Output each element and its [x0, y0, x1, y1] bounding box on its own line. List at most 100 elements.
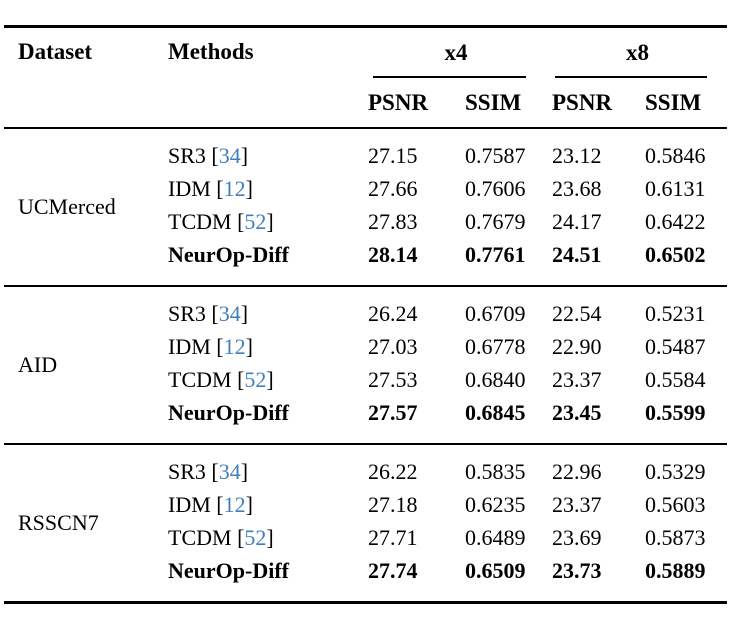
header-row-scales: Dataset Methods x4 x8 — [4, 27, 727, 78]
citation-bracket: [ — [210, 333, 224, 359]
ssim-x4-value: 0.6235 — [465, 491, 526, 517]
citation-link[interactable]: 52 — [244, 524, 267, 550]
dataset-label: RSSCN7 — [18, 510, 99, 535]
psnr-x8-value: 23.73 — [552, 557, 602, 583]
table-header: Dataset Methods x4 x8 PSNR SSIM PSNR SSI… — [4, 27, 727, 128]
group-aid: AID SR3 [34] 26.24 0.6709 22.54 0.5231 I… — [4, 286, 727, 444]
ssim-x8-value: 0.5231 — [645, 300, 706, 326]
psnr-x8-value: 24.17 — [552, 208, 602, 234]
ssim-x8-value: 0.6422 — [645, 208, 706, 234]
ssim-x8-value: 0.5603 — [645, 491, 706, 517]
col-header-ssim-x4: SSIM — [465, 89, 522, 115]
table-row: IDM [12] 27.66 0.7606 23.68 0.6131 — [4, 172, 727, 205]
citation-link[interactable]: 12 — [223, 333, 246, 359]
psnr-x8-value: 23.12 — [552, 142, 602, 168]
psnr-x8-value: 23.69 — [552, 524, 602, 550]
dataset-label: UCMerced — [18, 194, 116, 219]
table-row-best: NeurOp-Diff 27.74 0.6509 23.73 0.5889 — [4, 554, 727, 603]
ssim-x8-value: 0.6131 — [645, 175, 706, 201]
psnr-x4-value: 27.71 — [368, 524, 418, 550]
ssim-x4-value: 0.6778 — [465, 333, 526, 359]
citation-link[interactable]: 52 — [244, 366, 267, 392]
method-cell: TCDM [52] — [164, 205, 364, 238]
psnr-x4-value: 27.15 — [368, 142, 418, 168]
citation-bracket: [ — [205, 458, 219, 484]
citation-bracket: ] — [266, 524, 274, 550]
psnr-x8-value: 24.51 — [552, 241, 602, 267]
method-name: NeurOp-Diff — [168, 241, 289, 267]
ssim-x4-value: 0.6509 — [465, 557, 526, 583]
dataset-label: AID — [18, 352, 58, 377]
method-cell: TCDM [52] — [164, 363, 364, 396]
psnr-x8-value: 23.68 — [552, 175, 602, 201]
results-table: Dataset Methods x4 x8 PSNR SSIM PSNR SSI… — [4, 25, 727, 604]
psnr-x4-value: 26.22 — [368, 458, 418, 484]
method-cell: NeurOp-Diff — [164, 396, 364, 444]
ssim-x8-value: 0.5584 — [645, 366, 706, 392]
citation-link[interactable]: 34 — [218, 458, 241, 484]
col-header-x8: x8 — [548, 27, 727, 78]
table-row: TCDM [52] 27.83 0.7679 24.17 0.6422 — [4, 205, 727, 238]
table-row: IDM [12] 27.18 0.6235 23.37 0.5603 — [4, 488, 727, 521]
table-row-best: NeurOp-Diff 28.14 0.7761 24.51 0.6502 — [4, 238, 727, 286]
x8-underline-divider — [555, 76, 707, 78]
citation-link[interactable]: 34 — [218, 142, 241, 168]
method-name: SR3 — [168, 458, 206, 484]
ssim-x4-value: 0.7606 — [465, 175, 526, 201]
method-cell: SR3 [34] — [164, 444, 364, 488]
method-cell: IDM [12] — [164, 488, 364, 521]
psnr-x4-value: 27.18 — [368, 491, 418, 517]
ssim-x4-value: 0.6840 — [465, 366, 526, 392]
psnr-x4-value: 27.83 — [368, 208, 418, 234]
col-header-psnr-x8: PSNR — [552, 89, 613, 115]
citation-bracket: ] — [240, 300, 249, 326]
method-name: NeurOp-Diff — [168, 399, 289, 425]
psnr-x4-value: 27.74 — [368, 557, 418, 583]
table-row: AID SR3 [34] 26.24 0.6709 22.54 0.5231 — [4, 286, 727, 378]
psnr-x8-value: 23.37 — [552, 366, 602, 392]
citation-bracket: ] — [240, 458, 249, 484]
ssim-x8-value: 0.5487 — [645, 333, 706, 359]
ssim-x4-value: 0.5835 — [465, 458, 526, 484]
citation-bracket: ] — [245, 491, 253, 517]
col-header-methods: Methods — [168, 39, 254, 64]
psnr-x4-value: 26.24 — [368, 300, 418, 326]
citation-bracket: ] — [245, 175, 253, 201]
ssim-x8-value: 0.5846 — [645, 142, 706, 168]
method-cell: NeurOp-Diff — [164, 238, 364, 286]
table-row: UCMerced SR3 [34] 27.15 0.7587 23.12 0.5… — [4, 128, 727, 220]
x4-underline-divider — [373, 76, 526, 78]
x8-label: x8 — [626, 40, 649, 65]
method-name: TCDM — [168, 366, 232, 392]
method-cell: IDM [12] — [164, 330, 364, 363]
col-header-dataset: Dataset — [18, 39, 93, 64]
col-header-ssim-x8: SSIM — [645, 89, 702, 115]
table-row: IDM [12] 27.03 0.6778 22.90 0.5487 — [4, 330, 727, 363]
col-header-x4: x4 — [364, 27, 548, 78]
psnr-x4-value: 28.14 — [368, 241, 418, 267]
method-name: SR3 — [168, 142, 206, 168]
citation-link[interactable]: 12 — [223, 175, 246, 201]
psnr-x8-value: 22.90 — [552, 333, 602, 359]
table-row: TCDM [52] 27.53 0.6840 23.37 0.5584 — [4, 363, 727, 396]
citation-bracket: ] — [266, 208, 274, 234]
method-name: TCDM — [168, 524, 232, 550]
psnr-x8-value: 23.45 — [552, 399, 602, 425]
ssim-x4-value: 0.7679 — [465, 208, 526, 234]
ssim-x4-value: 0.6489 — [465, 524, 526, 550]
table-row-best: NeurOp-Diff 27.57 0.6845 23.45 0.5599 — [4, 396, 727, 444]
citation-link[interactable]: 34 — [218, 300, 241, 326]
ssim-x4-value: 0.7761 — [465, 241, 526, 267]
method-name: NeurOp-Diff — [168, 557, 289, 583]
citation-link[interactable]: 12 — [223, 491, 246, 517]
citation-bracket: [ — [205, 142, 219, 168]
psnr-x4-value: 27.57 — [368, 399, 418, 425]
ssim-x8-value: 0.5329 — [645, 458, 706, 484]
method-cell: SR3 [34] — [164, 128, 364, 172]
psnr-x8-value: 22.96 — [552, 458, 602, 484]
ssim-x8-value: 0.5889 — [645, 557, 706, 583]
method-name: IDM — [168, 333, 211, 359]
ssim-x4-value: 0.7587 — [465, 142, 526, 168]
citation-link[interactable]: 52 — [244, 208, 267, 234]
ssim-x4-value: 0.6845 — [465, 399, 526, 425]
